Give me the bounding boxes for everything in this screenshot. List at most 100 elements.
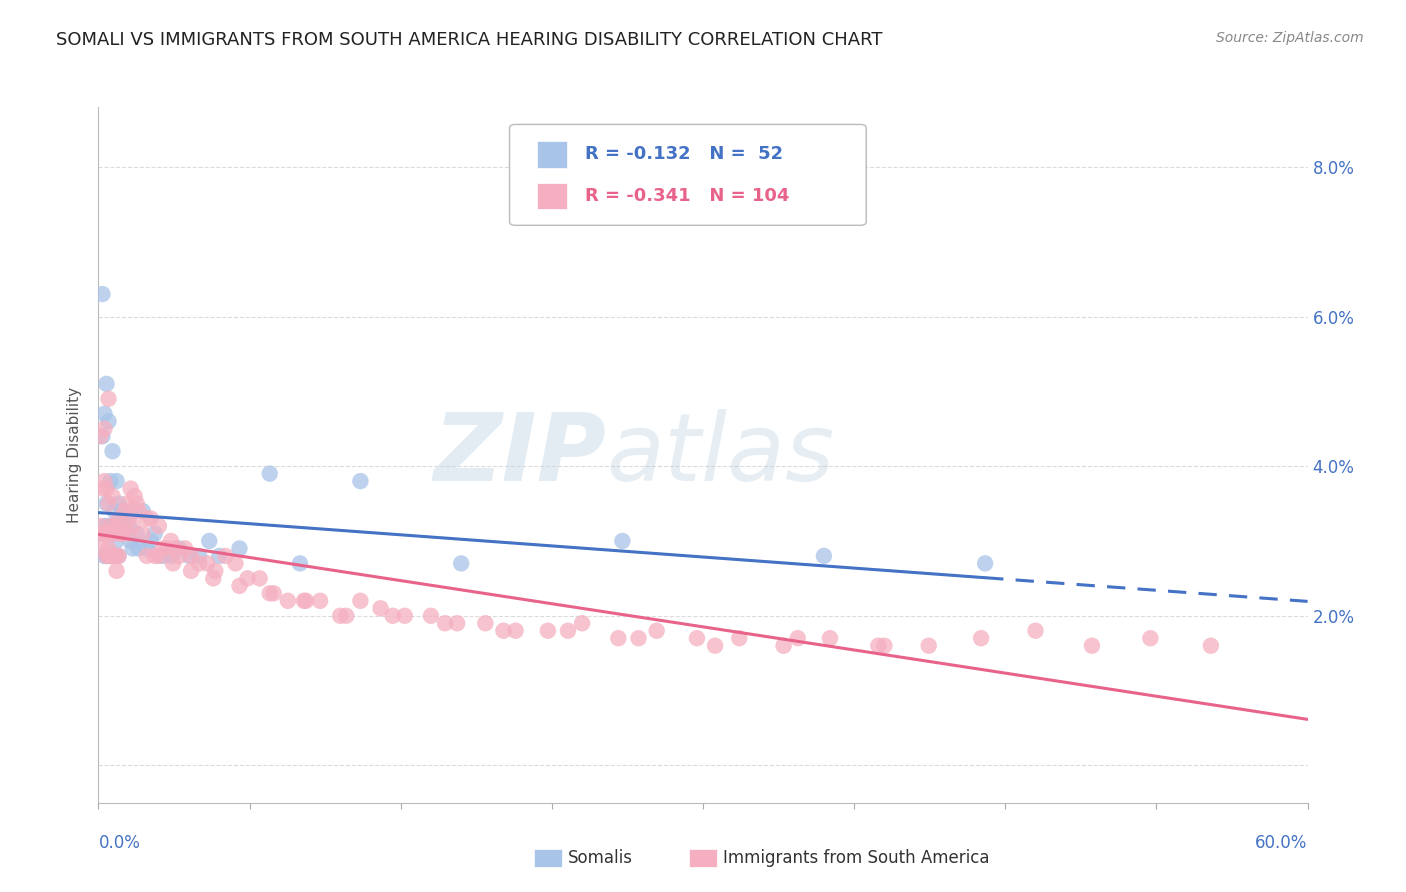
Point	[557, 624, 579, 638]
Point	[110, 519, 132, 533]
Point	[96, 549, 118, 563]
Point	[105, 549, 128, 563]
Point	[105, 533, 128, 548]
Point	[202, 571, 225, 585]
Point	[627, 631, 650, 645]
Point	[93, 422, 115, 436]
Point	[1199, 639, 1222, 653]
Point	[394, 608, 416, 623]
Point	[101, 444, 124, 458]
FancyBboxPatch shape	[509, 124, 866, 226]
Point	[160, 533, 183, 548]
Text: Immigrants from South America: Immigrants from South America	[723, 849, 990, 867]
Text: Source: ZipAtlas.com: Source: ZipAtlas.com	[1216, 31, 1364, 45]
Point	[167, 549, 190, 563]
Point	[288, 557, 311, 571]
Point	[91, 482, 114, 496]
Point	[249, 571, 271, 585]
Point	[105, 474, 128, 488]
Point	[446, 616, 468, 631]
Point	[96, 497, 118, 511]
Point	[329, 608, 352, 623]
Point	[174, 541, 197, 556]
Point	[179, 549, 201, 563]
Point	[204, 564, 226, 578]
Point	[107, 549, 129, 563]
Point	[492, 624, 515, 638]
Point	[148, 519, 170, 533]
Point	[420, 608, 443, 623]
Point	[111, 526, 134, 541]
Point	[118, 511, 141, 525]
Point	[91, 526, 114, 541]
Point	[349, 594, 371, 608]
Point	[100, 519, 122, 533]
Point	[91, 429, 114, 443]
Point	[143, 549, 166, 563]
Point	[786, 631, 808, 645]
Point	[132, 526, 155, 541]
Point	[263, 586, 285, 600]
Point	[100, 474, 122, 488]
Point	[89, 526, 111, 541]
Point	[167, 541, 190, 556]
FancyBboxPatch shape	[537, 141, 567, 168]
Point	[214, 549, 236, 563]
Point	[450, 557, 472, 571]
Text: R = -0.132   N =  52: R = -0.132 N = 52	[585, 145, 783, 163]
Point	[118, 526, 141, 541]
Point	[813, 549, 835, 563]
Point	[195, 557, 218, 571]
Point	[139, 511, 162, 525]
Point	[228, 579, 250, 593]
Text: 60.0%: 60.0%	[1256, 834, 1308, 852]
Point	[152, 541, 174, 556]
Point	[135, 549, 157, 563]
Point	[160, 549, 183, 563]
Point	[101, 519, 124, 533]
Point	[97, 549, 120, 563]
Point	[110, 526, 132, 541]
Point	[873, 639, 896, 653]
Point	[93, 526, 115, 541]
Point	[97, 497, 120, 511]
Point	[612, 533, 634, 548]
Point	[107, 497, 129, 511]
Point	[97, 519, 120, 533]
Point	[100, 549, 122, 563]
Point	[277, 594, 299, 608]
Point	[97, 392, 120, 406]
Point	[537, 624, 560, 638]
Point	[103, 549, 125, 563]
Point	[89, 429, 111, 443]
Point	[128, 504, 150, 518]
Point	[156, 541, 179, 556]
Point	[101, 549, 124, 563]
Point	[1081, 639, 1104, 653]
Point	[434, 616, 457, 631]
Point	[121, 541, 143, 556]
Text: ZIP: ZIP	[433, 409, 606, 501]
Point	[97, 549, 120, 563]
Text: atlas: atlas	[606, 409, 835, 500]
Point	[125, 526, 148, 541]
Point	[89, 519, 111, 533]
Point	[118, 519, 141, 533]
Point	[96, 549, 118, 563]
Point	[124, 504, 146, 518]
Point	[143, 526, 166, 541]
Point	[124, 489, 146, 503]
Point	[868, 639, 890, 653]
Point	[188, 549, 211, 563]
Point	[309, 594, 332, 608]
Text: SOMALI VS IMMIGRANTS FROM SOUTH AMERICA HEARING DISABILITY CORRELATION CHART: SOMALI VS IMMIGRANTS FROM SOUTH AMERICA …	[56, 31, 883, 49]
Point	[704, 639, 727, 653]
Point	[132, 504, 155, 518]
Point	[162, 557, 184, 571]
Point	[370, 601, 392, 615]
Text: Somalis: Somalis	[568, 849, 633, 867]
Point	[96, 376, 118, 391]
Point	[100, 549, 122, 563]
Point	[152, 549, 174, 563]
Point	[135, 511, 157, 525]
